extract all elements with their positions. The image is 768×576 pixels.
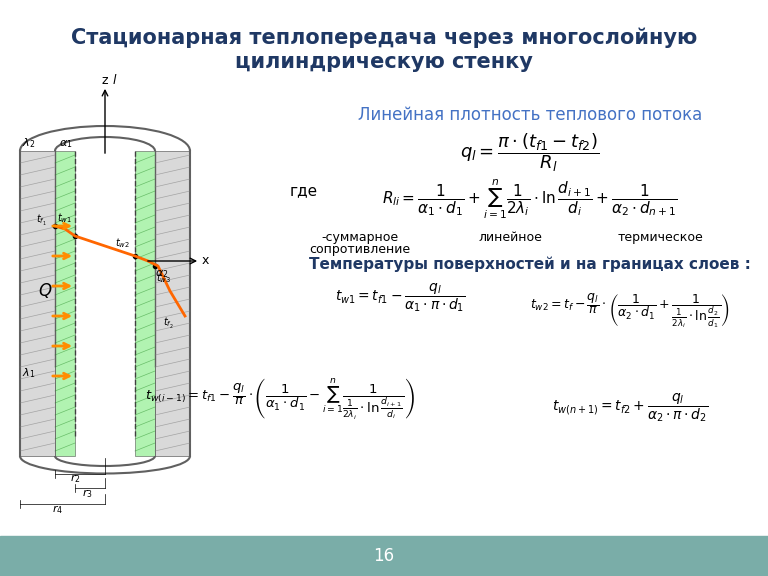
Text: $\alpha_2$: $\alpha_2$ [155,268,168,280]
Text: Q: Q [38,282,51,300]
Text: $t_{w1}$: $t_{w1}$ [57,211,72,225]
Text: $\lambda_1$: $\lambda_1$ [22,366,35,380]
Text: сопротивление: сопротивление [310,243,411,256]
Text: 16: 16 [373,547,395,565]
Text: $t_{w1} = t_{f1} - \dfrac{q_l}{\alpha_1 \cdot \pi \cdot d_1}$: $t_{w1} = t_{f1} - \dfrac{q_l}{\alpha_1 … [335,281,465,314]
Text: $r_3$: $r_3$ [82,487,93,500]
Text: $t_{w(n+1)} = t_{f2} + \dfrac{q_l}{\alpha_2 \cdot \pi \cdot d_2}$: $t_{w(n+1)} = t_{f2} + \dfrac{q_l}{\alph… [552,391,708,424]
Text: $t_{w3}$: $t_{w3}$ [156,271,171,285]
Text: z: z [102,74,108,87]
Text: где: где [290,184,318,199]
Text: $r_2$: $r_2$ [70,472,81,485]
Text: $q_l = \dfrac{\pi \cdot (t_{f1} - t_{f2})}{R_l}$: $q_l = \dfrac{\pi \cdot (t_{f1} - t_{f2}… [460,131,600,173]
Text: $t_{w(i-1)} = t_{f1} - \dfrac{q_l}{\pi} \cdot \left( \dfrac{1}{\alpha_1 \cdot d_: $t_{w(i-1)} = t_{f1} - \dfrac{q_l}{\pi} … [145,376,415,421]
Text: Стационарная теплопередача через многослойную
цилиндрическую стенку: Стационарная теплопередача через многосл… [71,28,697,71]
Text: x: x [202,254,210,267]
Bar [155,151,190,456]
Text: $t_{f_2}$: $t_{f_2}$ [163,316,174,331]
Text: $t_{w2} = t_{f} - \dfrac{q_l}{\pi} \cdot \left( \dfrac{1}{\alpha_2 \cdot d_1} + : $t_{w2} = t_{f} - \dfrac{q_l}{\pi} \cdot… [530,291,730,329]
Text: $R_{li} = \dfrac{1}{\alpha_1 \cdot d_1} + \sum_{i=1}^{n} \dfrac{1}{2\lambda_i} \: $R_{li} = \dfrac{1}{\alpha_1 \cdot d_1} … [382,178,678,221]
Text: $\alpha_1$: $\alpha_1$ [59,138,72,150]
Text: $t_{w2}$: $t_{w2}$ [115,236,130,250]
Text: $r_4$: $r_4$ [52,503,63,516]
Text: термическое: термическое [617,231,703,244]
Text: $t_{f_1}$: $t_{f_1}$ [36,213,47,228]
Bar [135,151,155,456]
Text: l: l [113,74,117,87]
Bar [55,151,75,456]
Text: $\lambda_2$: $\lambda_2$ [22,136,35,150]
Text: Температуры поверхностей и на границах слоев :: Температуры поверхностей и на границах с… [309,256,751,271]
Bar [0,536,768,576]
Text: Линейная плотность теплового потока: Линейная плотность теплового потока [358,106,702,124]
Text: -суммарное: -суммарное [322,231,399,244]
Text: линейное: линейное [478,231,542,244]
Bar [20,151,55,456]
